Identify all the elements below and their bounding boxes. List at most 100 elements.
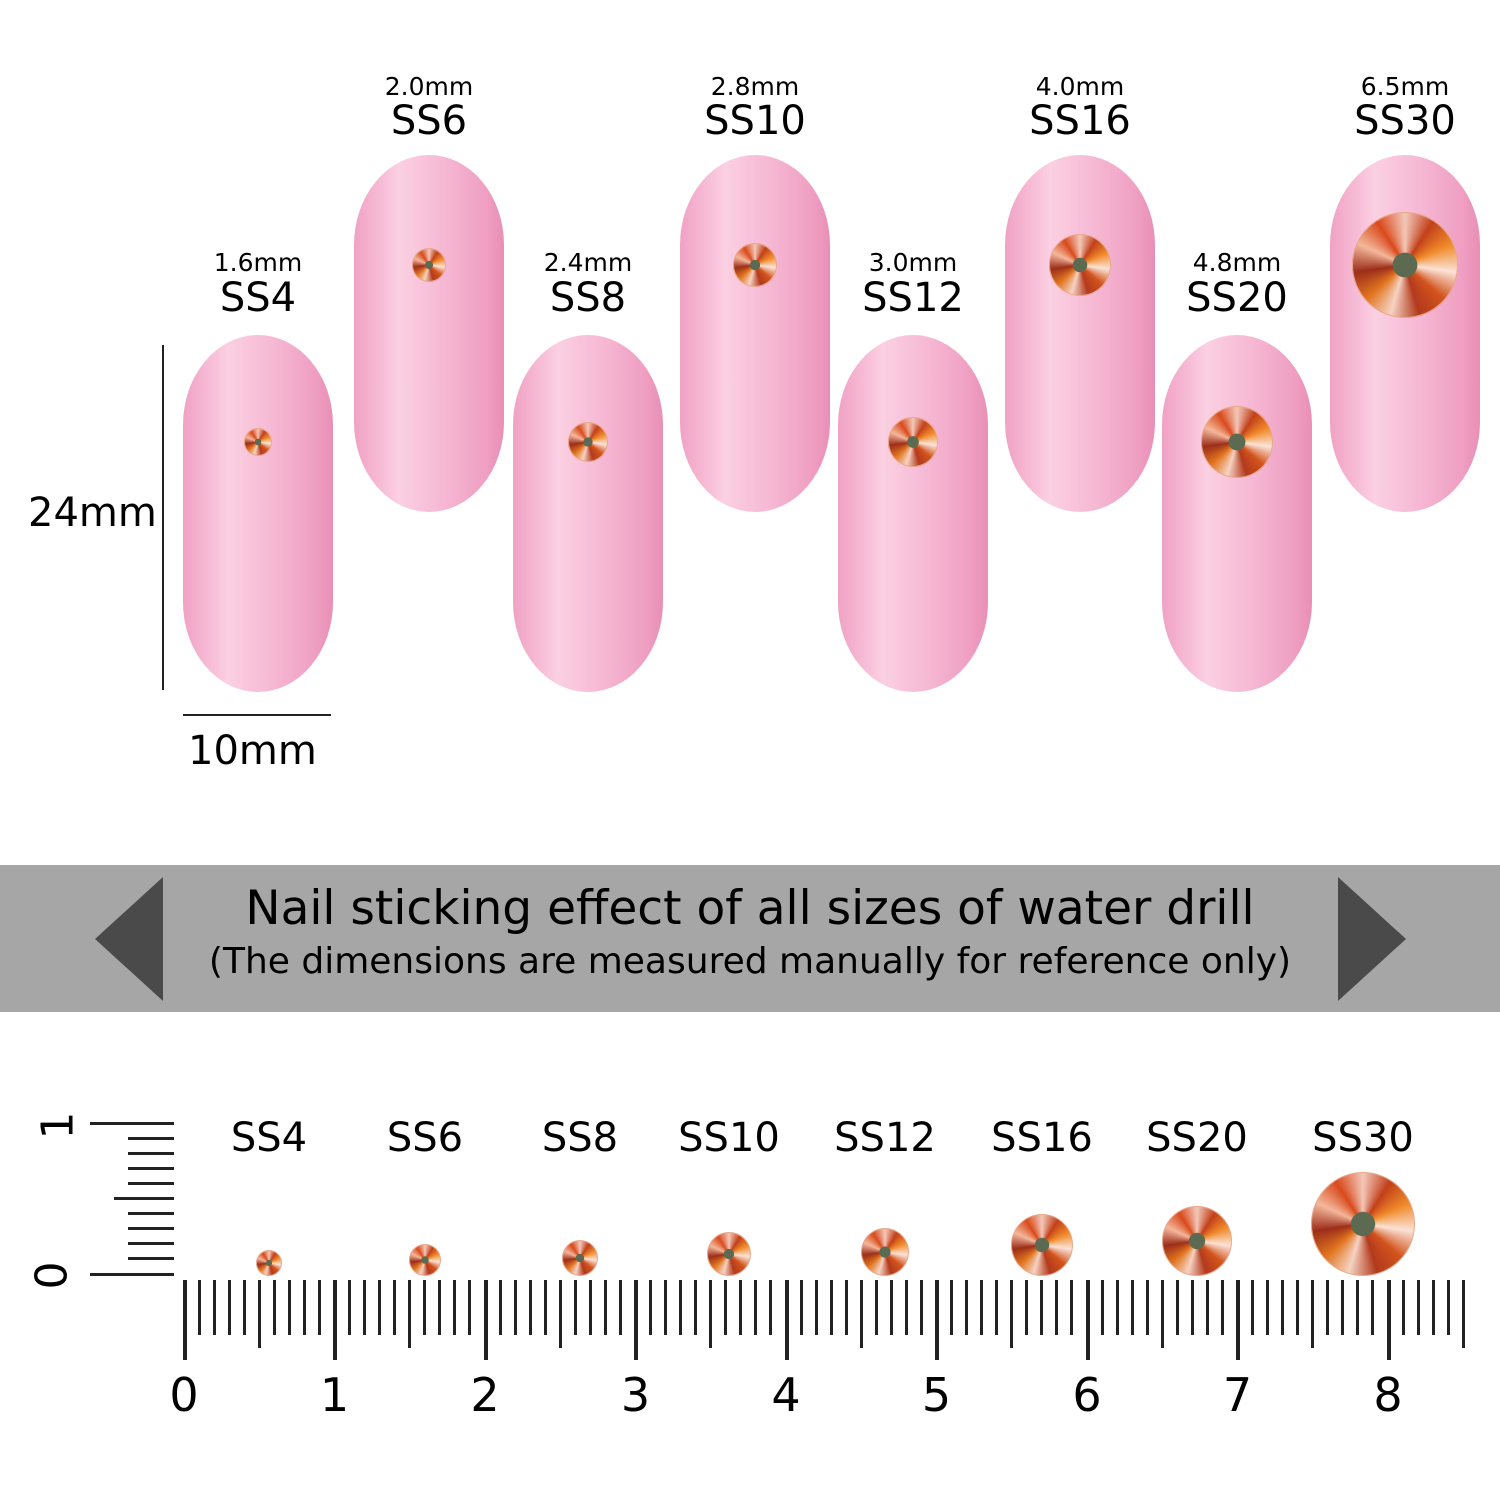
vertical-ruler-label: 0 <box>26 1261 78 1290</box>
ruler-tick <box>1025 1280 1029 1335</box>
ruler-tick <box>1055 1280 1059 1335</box>
rhinestone <box>1162 1206 1232 1276</box>
size-ss-label: SS12 <box>834 1115 936 1161</box>
banner: Nail sticking effect of all sizes of wat… <box>0 865 1500 1012</box>
ruler-tick <box>694 1280 698 1335</box>
ruler-tick <box>679 1280 683 1335</box>
ruler-tick <box>844 1280 848 1335</box>
ruler-tick <box>1010 1280 1014 1348</box>
rhinestone <box>733 243 777 287</box>
rhinestone <box>412 248 446 282</box>
ruler-tick <box>709 1280 713 1348</box>
ruler-tick <box>919 1280 923 1335</box>
ruler-tick <box>754 1280 758 1335</box>
width-dimension-line <box>183 714 331 716</box>
nail <box>680 155 830 512</box>
size-ss-label: SS8 <box>549 275 627 321</box>
nail <box>183 335 333 692</box>
ruler-tick <box>1356 1280 1360 1335</box>
ruler-tick <box>483 1280 488 1360</box>
rhinestone <box>244 428 272 456</box>
ruler-tick <box>649 1280 653 1335</box>
nail <box>354 155 504 512</box>
rhinestone <box>1352 212 1458 318</box>
ruler-tick <box>664 1280 668 1335</box>
ruler-tick <box>1175 1280 1179 1335</box>
nail <box>838 335 988 692</box>
rhinestone <box>861 1228 909 1276</box>
vertical-ruler-tick <box>128 1227 174 1231</box>
ruler-tick <box>1236 1280 1240 1360</box>
ruler-tick <box>634 1280 638 1360</box>
size-mm-label: 2.4mm <box>543 248 633 277</box>
vertical-ruler-tick <box>90 1121 174 1125</box>
rhinestone <box>888 417 938 467</box>
ruler-tick <box>618 1280 622 1335</box>
rhinestone <box>1311 1172 1415 1276</box>
rhinestone <box>1201 406 1273 478</box>
ruler-label: 6 <box>1072 1368 1102 1422</box>
ruler-tick <box>378 1280 382 1335</box>
vertical-ruler-tick <box>128 1242 174 1246</box>
ruler-tick <box>1341 1280 1345 1335</box>
ruler-tick <box>393 1280 397 1335</box>
ruler-tick <box>814 1280 818 1335</box>
ruler-tick <box>333 1280 337 1360</box>
ruler-tick <box>1145 1280 1149 1335</box>
ruler-tick <box>317 1280 321 1335</box>
size-ss-label: SS4 <box>219 275 297 321</box>
ruler-tick <box>588 1280 592 1335</box>
ruler-tick <box>1100 1280 1104 1335</box>
ruler-tick <box>889 1280 893 1335</box>
rhinestone <box>562 1240 598 1276</box>
size-ss-label: SS4 <box>230 1115 308 1161</box>
banner-title: Nail sticking effect of all sizes of wat… <box>245 881 1255 936</box>
size-mm-label: 2.0mm <box>384 72 474 101</box>
ruler-tick <box>1461 1280 1465 1348</box>
size-ss-label: SS12 <box>862 275 964 321</box>
size-ss-label: SS30 <box>1354 98 1456 144</box>
vertical-ruler-tick <box>128 1136 174 1140</box>
ruler-tick <box>423 1280 427 1335</box>
ruler-tick <box>904 1280 908 1335</box>
nail <box>1330 155 1480 512</box>
size-ss-label: SS10 <box>704 98 806 144</box>
nail <box>1162 335 1312 692</box>
ruler-tick <box>348 1280 352 1335</box>
ruler-tick <box>965 1280 969 1335</box>
ruler-tick <box>197 1280 201 1335</box>
nail <box>513 335 663 692</box>
ruler-tick <box>227 1280 231 1335</box>
ruler-tick <box>1311 1280 1315 1348</box>
ruler-tick <box>242 1280 246 1335</box>
ruler-tick <box>1416 1280 1420 1335</box>
size-mm-label: 6.5mm <box>1360 72 1450 101</box>
ruler-tick <box>1296 1280 1300 1335</box>
ruler-tick <box>784 1280 789 1360</box>
vertical-ruler-tick <box>128 1181 174 1185</box>
ruler-tick <box>182 1280 187 1360</box>
ruler-tick <box>212 1280 216 1335</box>
ruler-label: 8 <box>1373 1368 1403 1422</box>
ruler-tick <box>1446 1280 1450 1335</box>
ruler-tick <box>1160 1280 1164 1348</box>
ruler-tick <box>1070 1280 1074 1335</box>
ruler-label: 0 <box>169 1368 199 1422</box>
ruler-tick <box>1386 1280 1391 1360</box>
ruler-tick <box>453 1280 457 1335</box>
rhinestone <box>256 1250 282 1276</box>
size-ss-label: SS16 <box>991 1115 1093 1161</box>
vertical-ruler-label: 1 <box>32 1111 84 1140</box>
ruler-tick <box>859 1280 863 1348</box>
ruler-tick <box>874 1280 878 1335</box>
size-ss-label: SS30 <box>1312 1115 1414 1161</box>
ruler-tick <box>769 1280 773 1335</box>
ruler-tick <box>468 1280 472 1335</box>
left-arrow-icon <box>95 877 163 1001</box>
rhinestone <box>707 1232 751 1276</box>
ruler-tick <box>980 1280 984 1335</box>
width-dimension-label: 10mm <box>188 728 317 774</box>
ruler-tick <box>1401 1280 1405 1335</box>
vertical-ruler-tick <box>128 1151 174 1155</box>
banner-subtitle: (The dimensions are measured manually fo… <box>208 941 1292 982</box>
